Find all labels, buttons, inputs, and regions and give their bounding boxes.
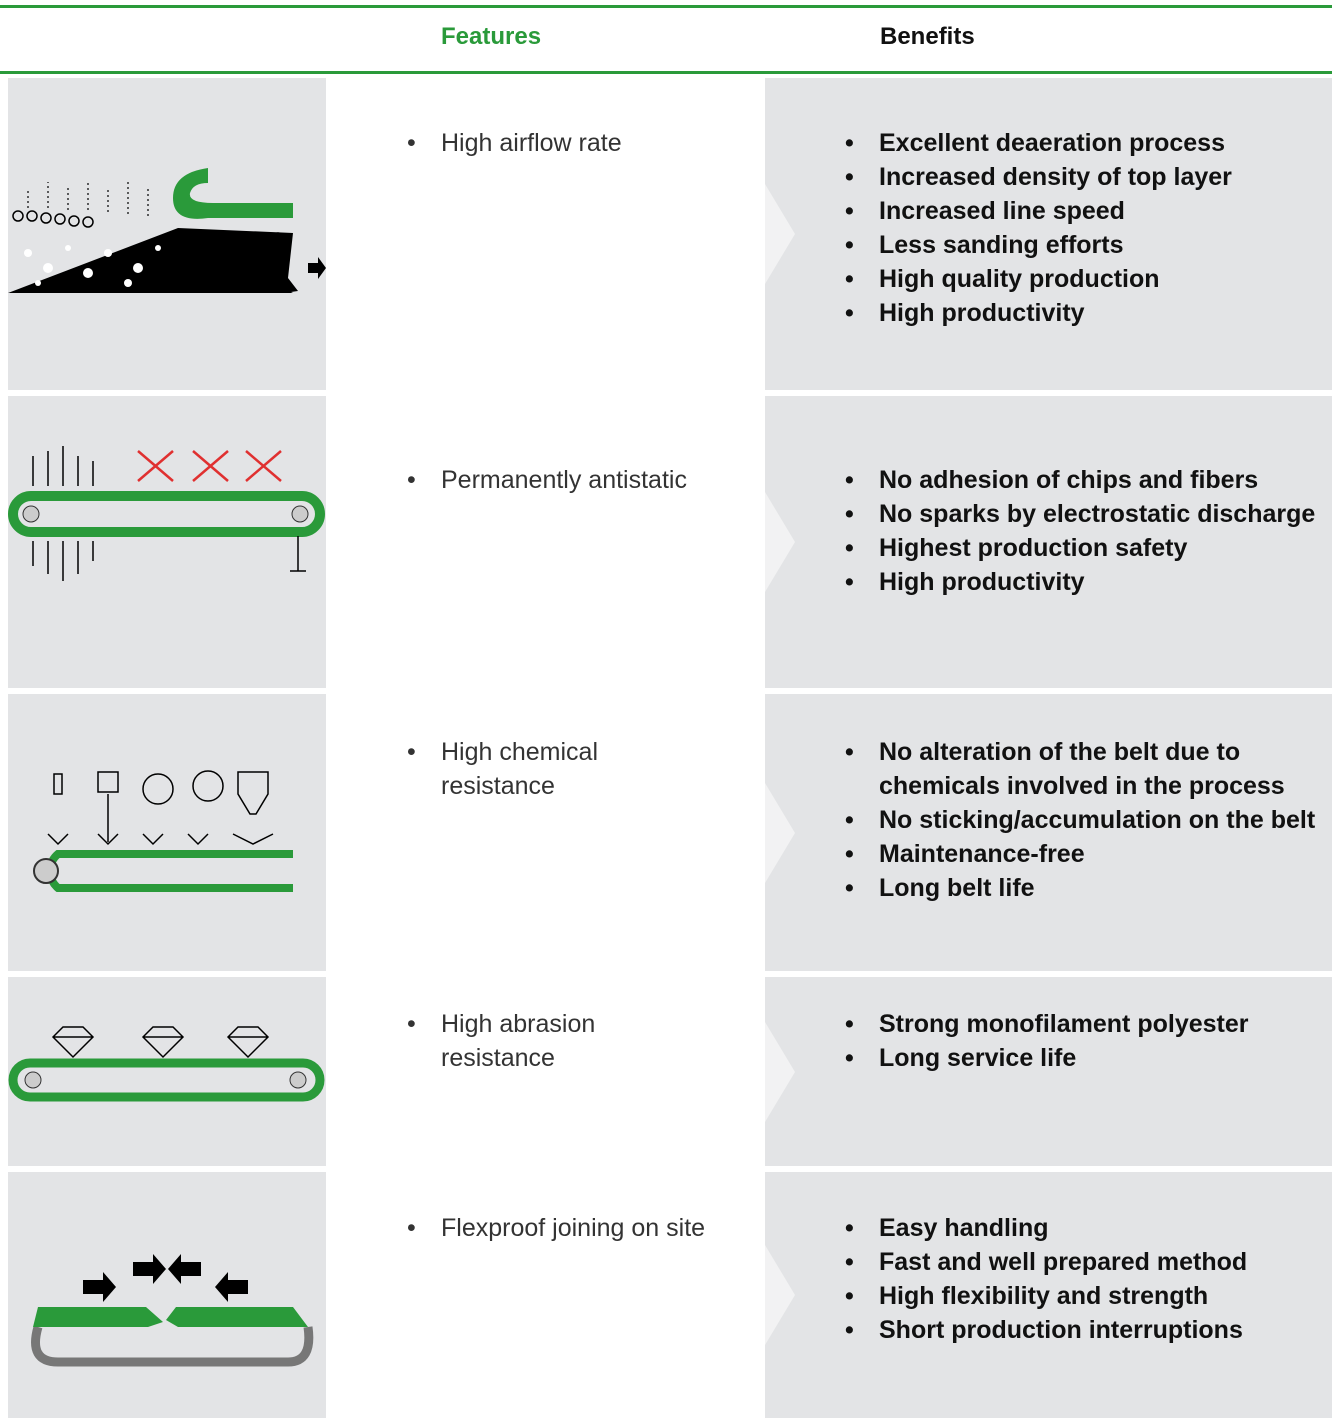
benefit: No alteration of the belt due to chemica…	[845, 735, 1324, 803]
benefit-list: No adhesion of chips and fibersNo sparks…	[845, 463, 1324, 599]
feature: High chemical resistance	[407, 735, 711, 803]
chevron	[765, 492, 795, 592]
airflow-icon	[8, 168, 326, 293]
benefit: Strong monofilament polyester	[845, 1007, 1324, 1041]
feature: Permanently antistatic	[407, 463, 711, 497]
feature-cell: Flexproof joining on site	[326, 1172, 765, 1418]
benefit-list: Strong monofilament polyesterLong servic…	[845, 1007, 1324, 1075]
icon-cell	[8, 977, 326, 1166]
feature-cell: High airflow rate	[326, 78, 765, 390]
benefit: Long belt life	[845, 871, 1324, 905]
benefit: High quality production	[845, 262, 1324, 296]
chevron	[765, 1021, 795, 1122]
benefit: Fast and well prepared method	[845, 1245, 1324, 1279]
benefit: Long service life	[845, 1041, 1324, 1075]
feature-cell: High chemical resistance	[326, 694, 765, 971]
chemical-icon	[33, 770, 293, 892]
chevron-shape	[765, 1021, 795, 1122]
feature: High abrasion resistance	[407, 1007, 711, 1075]
chevron	[765, 184, 795, 284]
chevron-shape	[765, 782, 795, 883]
benefit-cell: Easy handlingFast and well prepared meth…	[765, 1172, 1332, 1418]
benefit: Highest production safety	[845, 531, 1324, 565]
benefit: No sticking/accumulation on the belt	[845, 803, 1324, 837]
joining-icon	[31, 1254, 314, 1367]
abrasion-icon	[8, 1026, 325, 1102]
benefit-cell: No adhesion of chips and fibersNo sparks…	[765, 396, 1332, 688]
benefit: Short production interruptions	[845, 1313, 1324, 1347]
header-rule	[0, 71, 1332, 74]
benefit: Easy handling	[845, 1211, 1324, 1245]
benefit: No sparks by electrostatic discharge	[845, 497, 1324, 531]
antistatic-icon	[8, 446, 325, 581]
chevron-shape	[765, 1245, 795, 1345]
benefit-list: Easy handlingFast and well prepared meth…	[845, 1211, 1324, 1347]
benefit-cell: No alteration of the belt due to chemica…	[765, 694, 1332, 971]
benefit: Maintenance-free	[845, 837, 1324, 871]
feature-list: High chemical resistance	[407, 735, 711, 803]
benefit: High productivity	[845, 565, 1324, 599]
feature-list: High abrasion resistance	[407, 1007, 711, 1075]
benefit: Excellent deaeration process	[845, 126, 1324, 160]
benefit: No adhesion of chips and fibers	[845, 463, 1324, 497]
chevron	[765, 782, 795, 883]
top-rule	[0, 5, 1332, 8]
benefit: High productivity	[845, 296, 1324, 330]
feature: High airflow rate	[407, 126, 711, 160]
chevron	[765, 1245, 795, 1345]
benefit-list: Excellent deaeration processIncreased de…	[845, 126, 1324, 330]
benefit-list: No alteration of the belt due to chemica…	[845, 735, 1324, 905]
benefits-header: Benefits	[880, 23, 975, 50]
benefit-cell: Excellent deaeration processIncreased de…	[765, 78, 1332, 390]
features-header: Features	[441, 23, 542, 50]
feature: Flexproof joining on site	[407, 1211, 711, 1245]
chevron-shape	[765, 184, 795, 284]
feature-list: Permanently antistatic	[407, 463, 711, 497]
feature-cell: High abrasion resistance	[326, 977, 765, 1166]
feature-list: Flexproof joining on site	[407, 1211, 711, 1245]
icon-cell	[8, 1172, 326, 1418]
benefit-cell: Strong monofilament polyesterLong servic…	[765, 977, 1332, 1166]
benefit: Increased density of top layer	[845, 160, 1324, 194]
feature-list: High airflow rate	[407, 126, 711, 160]
icon-cell	[8, 396, 326, 688]
benefit: High flexibility and strength	[845, 1279, 1324, 1313]
benefit: Increased line speed	[845, 194, 1324, 228]
benefit: Less sanding efforts	[845, 228, 1324, 262]
feature-cell: Permanently antistatic	[326, 396, 765, 688]
icon-cell	[8, 694, 326, 971]
chevron-shape	[765, 492, 795, 592]
